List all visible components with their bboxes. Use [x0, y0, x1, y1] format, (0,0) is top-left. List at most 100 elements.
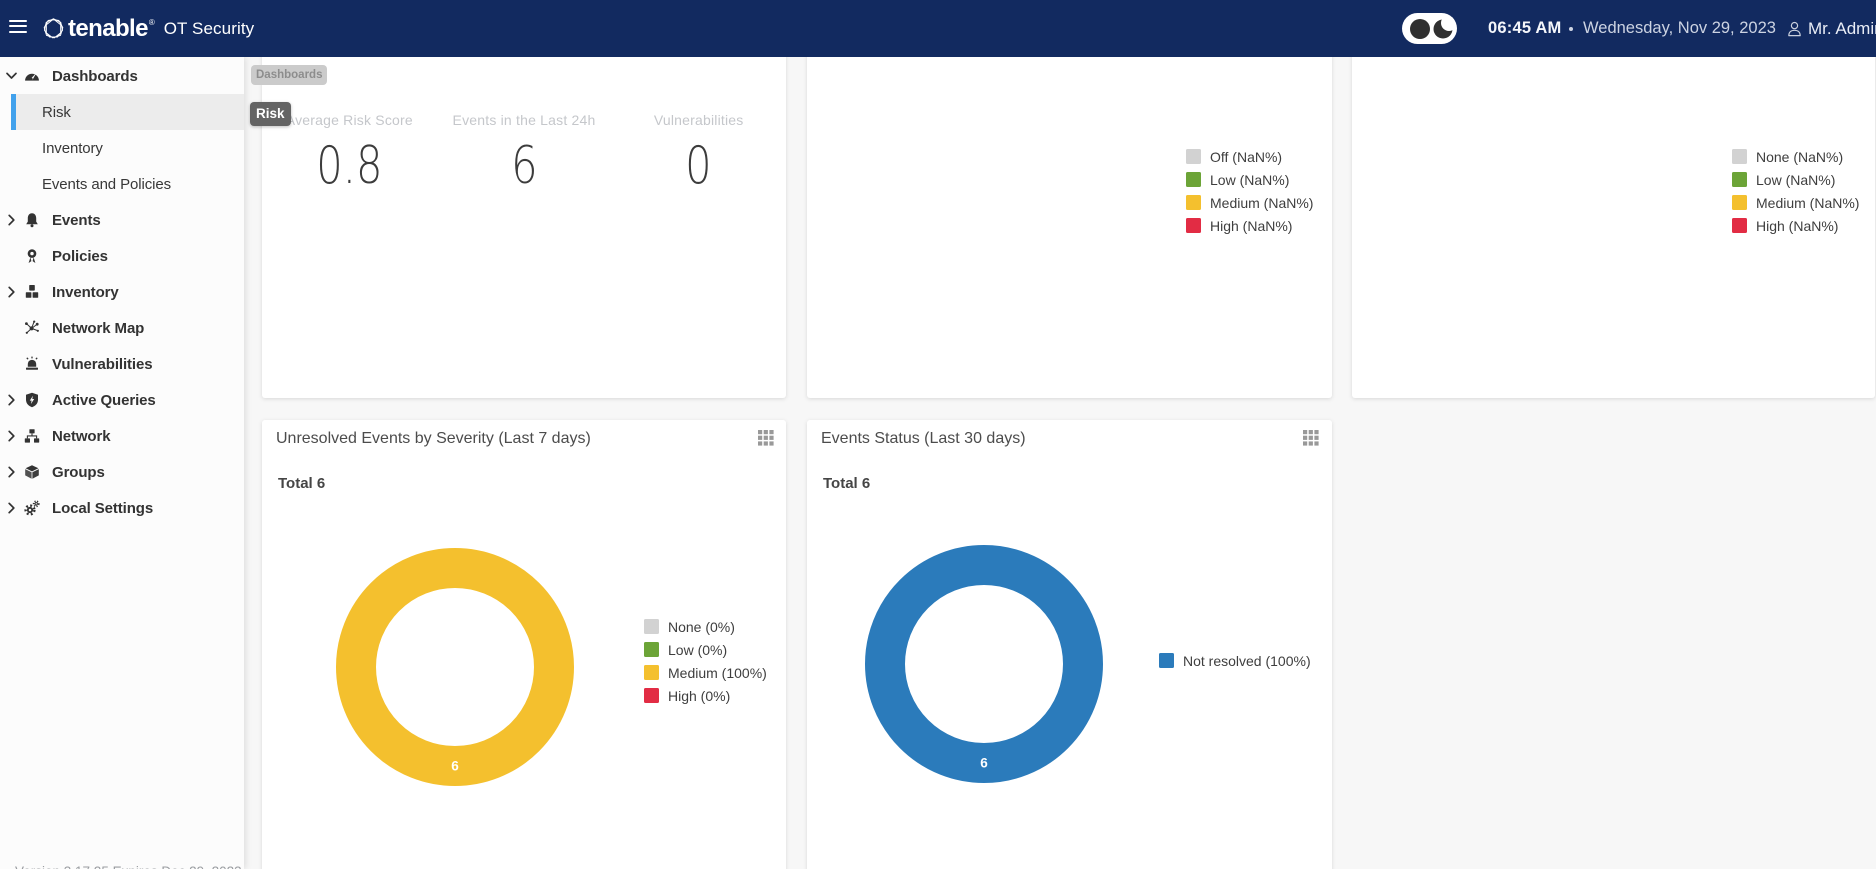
- legend-item[interactable]: High (NaN%): [1732, 214, 1859, 237]
- legend-swatch: [1732, 172, 1747, 187]
- legend-label: None (NaN%): [1756, 148, 1844, 165]
- sidebar-item-risk[interactable]: Risk: [0, 94, 244, 130]
- sidebar-item-network[interactable]: Network: [0, 418, 244, 454]
- legend-label: High (NaN%): [1756, 217, 1839, 234]
- network-map-icon: [24, 320, 40, 336]
- legend-swatch: [1186, 218, 1201, 233]
- sidebar-item-label: Network: [52, 427, 111, 445]
- legend-label: High (NaN%): [1210, 217, 1293, 234]
- grid-menu-icon[interactable]: [1303, 430, 1319, 446]
- legend-item[interactable]: High (NaN%): [1186, 214, 1313, 237]
- legend-label: None (0%): [668, 618, 735, 635]
- breadcrumb-dashboards-chip[interactable]: Dashboards: [251, 65, 328, 85]
- legend-label: High (0%): [668, 687, 731, 704]
- chevron-right-icon[interactable]: [5, 500, 18, 516]
- brand-name: tenable: [68, 14, 148, 42]
- version-text: Version 3.17.25 Expires Dec 29, 2023: [15, 864, 242, 869]
- legend-swatch: [644, 665, 659, 680]
- sidebar-item-label: Vulnerabilities: [52, 355, 153, 373]
- siren-icon: [24, 356, 40, 372]
- sidebar-item-active-queries[interactable]: Active Queries: [0, 382, 244, 418]
- sidebar-item-label: Events and Policies: [42, 175, 172, 193]
- chevron-right-icon[interactable]: [5, 428, 18, 444]
- shield-icon: [24, 392, 40, 408]
- dot-separator: [1569, 27, 1573, 31]
- legend-item[interactable]: None (NaN%): [1732, 145, 1859, 168]
- stat-vulnerabilities: Vulnerabilities 0: [611, 112, 786, 194]
- sidebar-item-label: Active Queries: [52, 391, 156, 409]
- legend-swatch: [644, 642, 659, 657]
- stat-value: 6: [510, 136, 538, 196]
- status-donut-chart[interactable]: 6: [864, 544, 1104, 789]
- sidebar-item-groups[interactable]: Groups: [0, 454, 244, 490]
- sidebar-item-dashboards[interactable]: Dashboards: [0, 58, 244, 94]
- chevron-right-icon[interactable]: [5, 464, 18, 480]
- legend-item[interactable]: Low (0%): [644, 638, 767, 661]
- legend-item[interactable]: None (0%): [644, 615, 767, 638]
- theme-toggle[interactable]: [1402, 13, 1457, 44]
- grid-menu-icon[interactable]: [758, 430, 774, 446]
- legend-label: Off (NaN%): [1210, 148, 1283, 165]
- sidebar-item-network-map[interactable]: Network Map: [0, 310, 244, 346]
- user-icon: [1787, 21, 1802, 42]
- sidebar-item-policies[interactable]: Policies: [0, 238, 244, 274]
- sidebar-item-inventory[interactable]: Inventory: [0, 274, 244, 310]
- date-text: Wednesday, Nov 29, 2023: [1583, 19, 1776, 37]
- legend-item[interactable]: Off (NaN%): [1186, 145, 1313, 168]
- stat-label: Vulnerabilities: [653, 112, 744, 128]
- boxes-icon: [24, 284, 40, 300]
- main-content: Dashboards Risk Average Risk Score 0.8 Eve…: [244, 57, 1876, 869]
- legend-item[interactable]: Medium (NaN%): [1732, 191, 1859, 214]
- stat-label: Average Risk Score: [285, 112, 413, 128]
- sidebar-item-vulnerabilities[interactable]: Vulnerabilities: [0, 346, 244, 382]
- product-name: OT Security: [163, 18, 255, 38]
- dark-mode-moon-icon: [1433, 15, 1457, 40]
- chevron-right-icon[interactable]: [5, 212, 18, 228]
- donut-value-label: 6: [980, 756, 988, 771]
- risk-donut-legend: Off (NaN%) Low (NaN%) Medium (NaN%) High (N…: [1186, 145, 1313, 237]
- sidebar-item-events-and-policies[interactable]: Events and Policies: [0, 166, 244, 202]
- registered-mark: ®: [148, 18, 155, 27]
- severity-donut-chart[interactable]: 6: [335, 547, 575, 792]
- legend-swatch: [644, 619, 659, 634]
- legend-swatch: [1732, 149, 1747, 164]
- card-title: Events Status (Last 30 days): [821, 430, 1026, 447]
- legend-swatch: [1186, 195, 1201, 210]
- severity-legend: None (0%) Low (0%) Medium (100%) High (0%): [644, 615, 767, 707]
- vuln-donut-card: None (NaN%) Low (NaN%) Medium (NaN%) High (…: [1352, 57, 1875, 398]
- chevron-right-icon[interactable]: [5, 284, 18, 300]
- sidebar: Dashboards Risk Inventory Events and Polici…: [0, 57, 244, 869]
- legend-item[interactable]: Low (NaN%): [1186, 168, 1313, 191]
- sidebar-item-inventory[interactable]: Inventory: [0, 130, 244, 166]
- unresolved-events-card: Unresolved Events by Severity (Last 7 da…: [262, 420, 786, 869]
- top-navbar: tenable ® OT Security 06:45 AM Wednesday…: [0, 0, 1876, 57]
- active-item-highlight: [11, 94, 244, 130]
- sidebar-item-events[interactable]: Events: [0, 202, 244, 238]
- legend-item[interactable]: High (0%): [644, 684, 767, 707]
- vuln-donut-legend: None (NaN%) Low (NaN%) Medium (NaN%) High (…: [1732, 145, 1859, 237]
- legend-item[interactable]: Medium (NaN%): [1186, 191, 1313, 214]
- dashboard-icon: [24, 68, 40, 84]
- cube-icon: [24, 464, 40, 480]
- stat-average-risk-score: Average Risk Score 0.8: [262, 112, 437, 194]
- stat-value: 0.8: [316, 136, 383, 196]
- legend-item[interactable]: Low (NaN%): [1732, 168, 1859, 191]
- chevron-down-icon[interactable]: [5, 68, 18, 84]
- gears-icon: [24, 500, 40, 516]
- sidebar-item-local-settings[interactable]: Local Settings: [0, 490, 244, 526]
- sidebar-item-label: Groups: [52, 463, 105, 481]
- user-name[interactable]: Mr. Admin: [1808, 18, 1876, 38]
- sidebar-item-label: Inventory: [52, 283, 119, 301]
- light-mode-knob-icon: [1410, 18, 1430, 39]
- legend-item[interactable]: Medium (100%): [644, 661, 767, 684]
- legend-swatch: [644, 688, 659, 703]
- chevron-right-icon[interactable]: [5, 392, 18, 408]
- breadcrumb-risk-chip[interactable]: Risk: [250, 102, 291, 126]
- sidebar-item-label: Risk: [42, 103, 71, 121]
- bell-icon: [24, 212, 40, 228]
- hamburger-menu-icon[interactable]: [9, 20, 27, 36]
- legend-label: Medium (NaN%): [1756, 194, 1860, 211]
- stats-row: Average Risk Score 0.8 Events in the Last …: [262, 112, 786, 194]
- donut-ring: [336, 548, 574, 786]
- legend-item[interactable]: Not resolved (100%): [1159, 649, 1311, 672]
